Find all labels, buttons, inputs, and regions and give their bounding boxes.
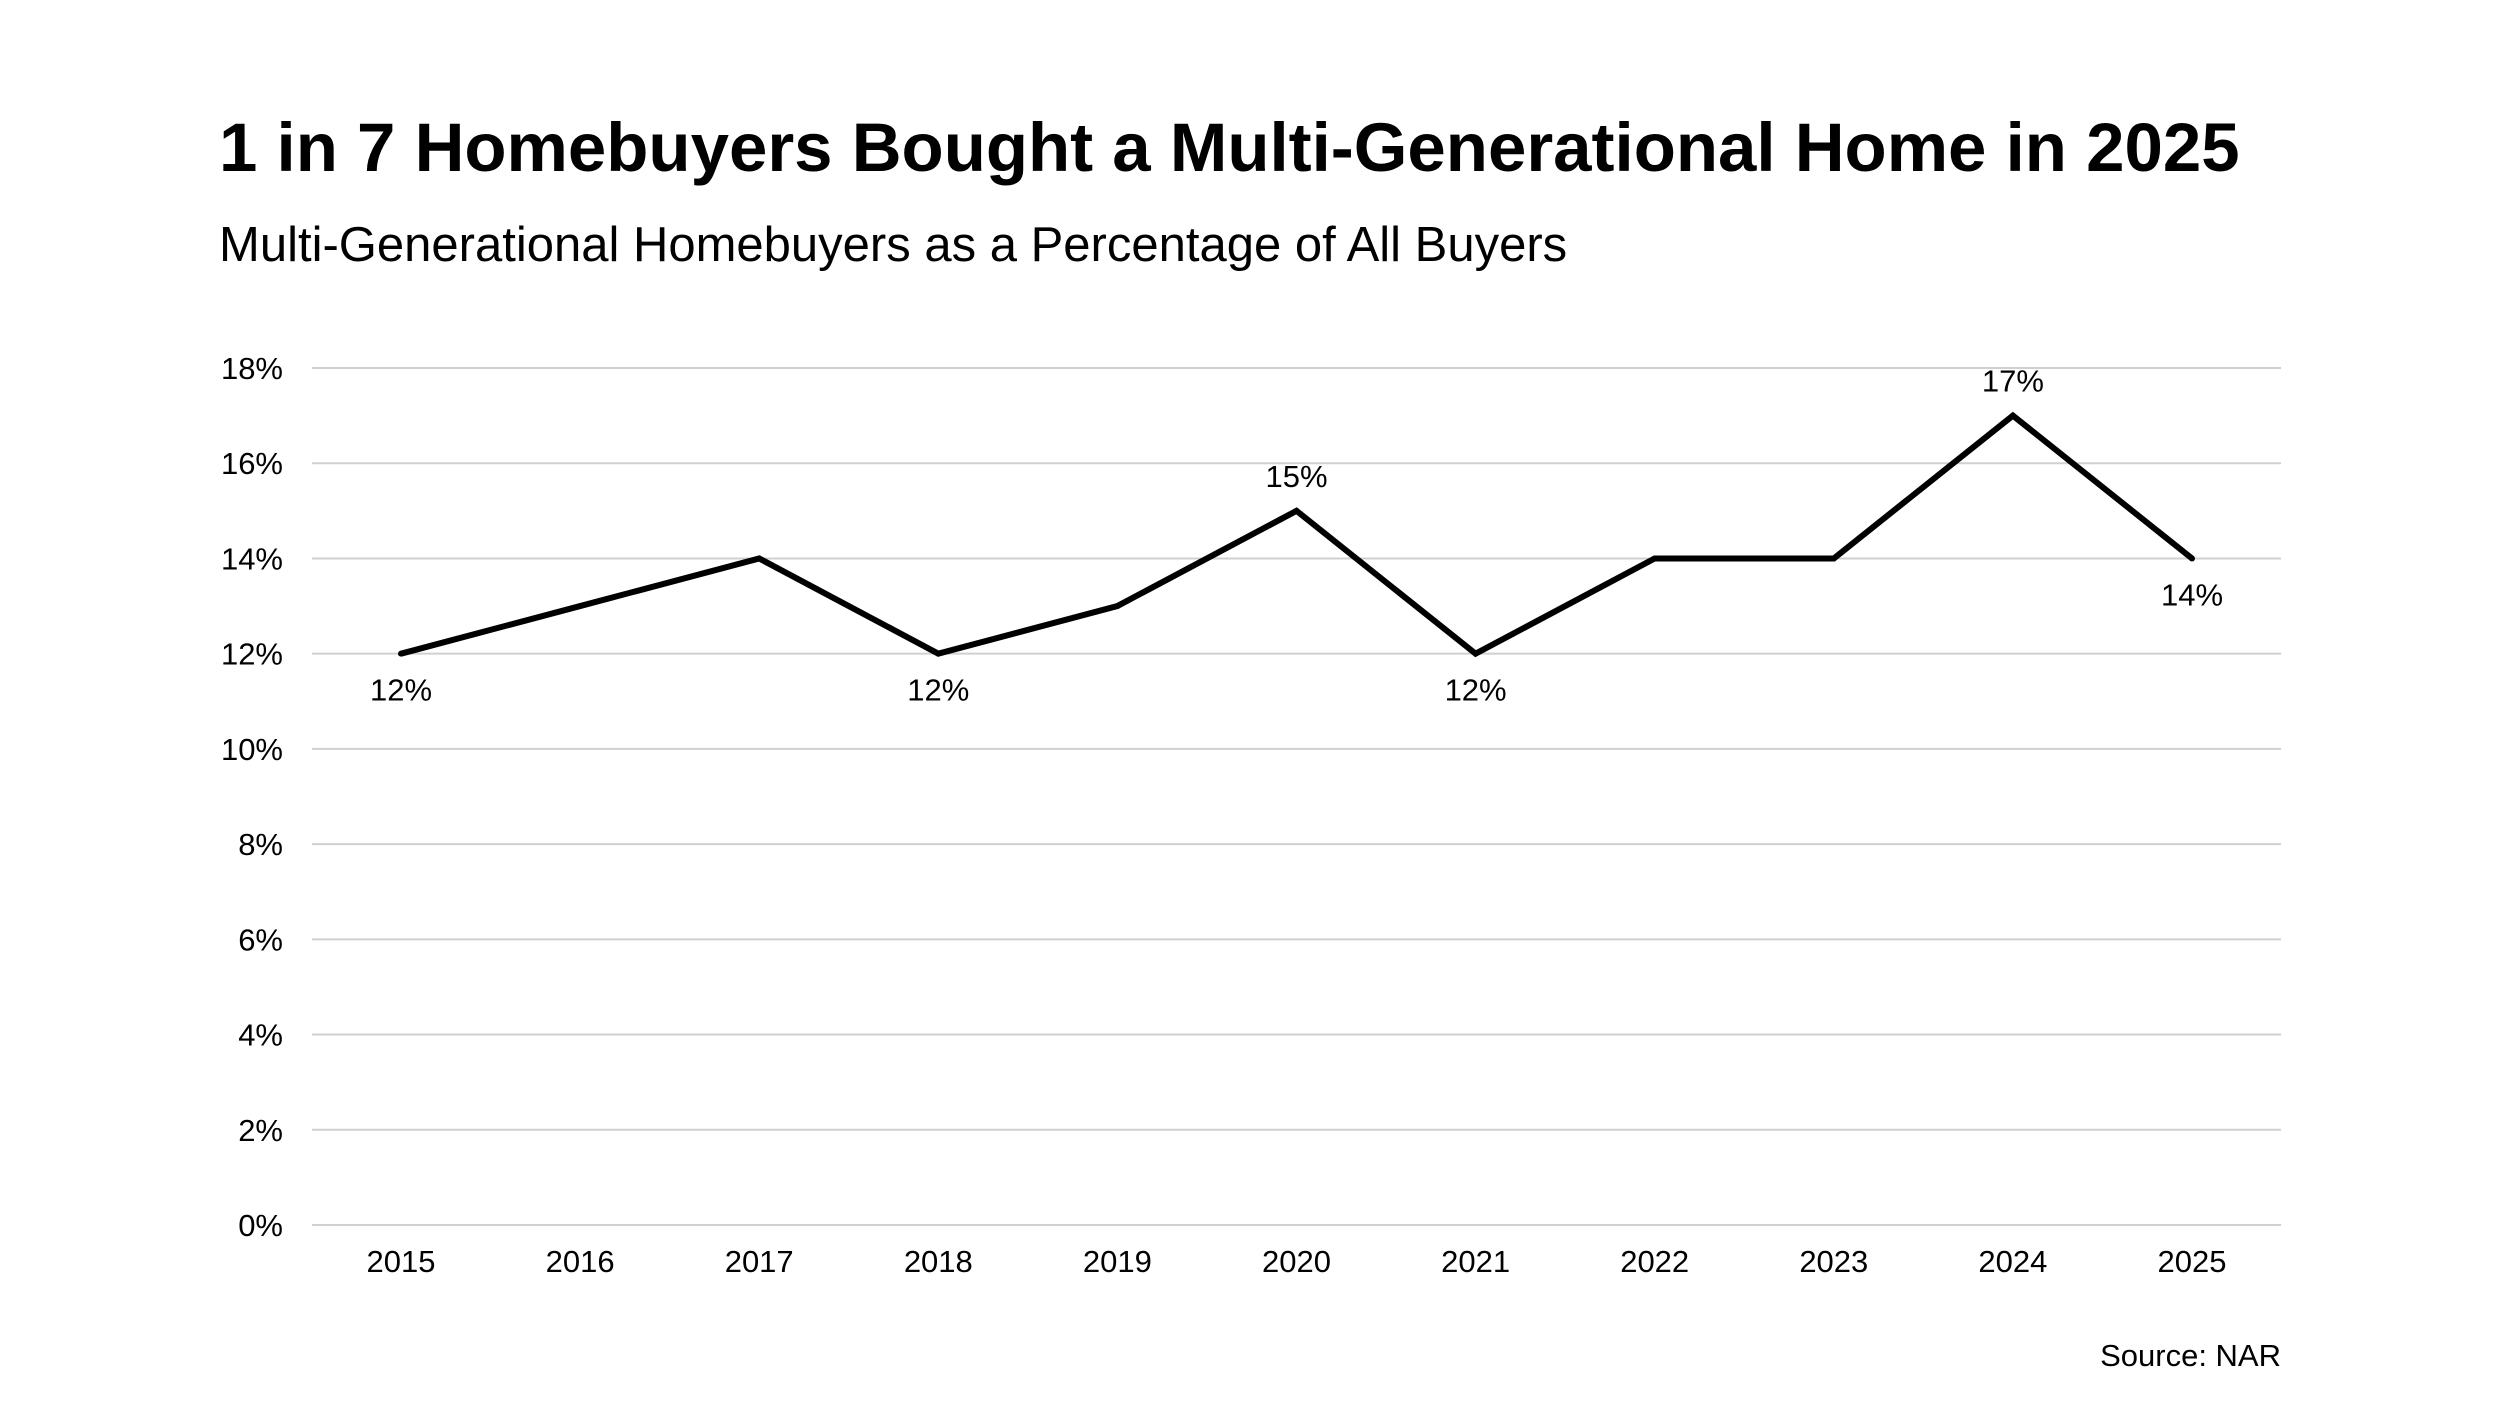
series-line (400, 411, 2194, 658)
data-label: 17% (1982, 364, 2044, 399)
data-labels: 12% 12% 15% 12% 17% 14% (370, 364, 2223, 708)
gridlines (312, 367, 2281, 1226)
x-tick-label: 2024 (1978, 1244, 2047, 1279)
x-tick-label: 2016 (546, 1244, 615, 1279)
data-point (1651, 555, 1658, 562)
y-tick-label: 12% (221, 637, 283, 672)
x-tick-label: 2018 (904, 1244, 973, 1279)
data-point (756, 555, 763, 562)
y-tick-label: 0% (238, 1208, 283, 1243)
y-tick-label: 2% (238, 1113, 283, 1148)
x-axis-tick-labels: 2015 2016 2017 2018 2019 2020 2021 2022 2023 2024… (367, 1244, 2227, 1279)
y-axis-tick-labels: 0% 2% 4% 6% 8% 10% 12% 14% 16% 18% (221, 351, 283, 1243)
data-label: 12% (370, 673, 432, 708)
y-tick-label: 4% (238, 1018, 283, 1053)
x-tick-label: 2023 (1799, 1244, 1868, 1279)
data-label: 12% (1445, 673, 1507, 708)
data-point (2009, 412, 2016, 419)
chart-subtitle: Multi-Generational Homebuyers as a Perce… (219, 218, 1568, 272)
series-layer (398, 411, 2195, 658)
data-point (2189, 555, 2195, 562)
data-point (1114, 603, 1121, 610)
data-point (577, 603, 584, 610)
y-tick-label: 8% (238, 827, 283, 862)
data-label: 15% (1265, 459, 1327, 494)
data-point (1830, 555, 1837, 562)
data-label: 14% (2161, 577, 2223, 612)
y-tick-label: 10% (221, 732, 283, 767)
data-point (1472, 650, 1479, 657)
x-tick-label: 2015 (367, 1244, 436, 1279)
x-tick-label: 2019 (1083, 1244, 1152, 1279)
x-tick-label: 2022 (1620, 1244, 1689, 1279)
y-tick-label: 6% (238, 922, 283, 957)
x-tick-label: 2017 (725, 1244, 794, 1279)
y-tick-label: 18% (221, 351, 283, 386)
x-tick-label: 2021 (1441, 1244, 1510, 1279)
data-point (398, 650, 404, 657)
x-tick-label: 2020 (1262, 1244, 1331, 1279)
y-tick-label: 16% (221, 446, 283, 481)
y-tick-label: 14% (221, 541, 283, 576)
source-note: Source: NAR (2100, 1338, 2281, 1373)
data-label: 12% (907, 673, 969, 708)
data-point (1293, 507, 1300, 514)
x-tick-label: 2025 (2158, 1244, 2227, 1279)
data-point (935, 650, 942, 657)
chart-title: 1 in 7 Homebuyers Bought a Multi-Generat… (219, 109, 2240, 186)
